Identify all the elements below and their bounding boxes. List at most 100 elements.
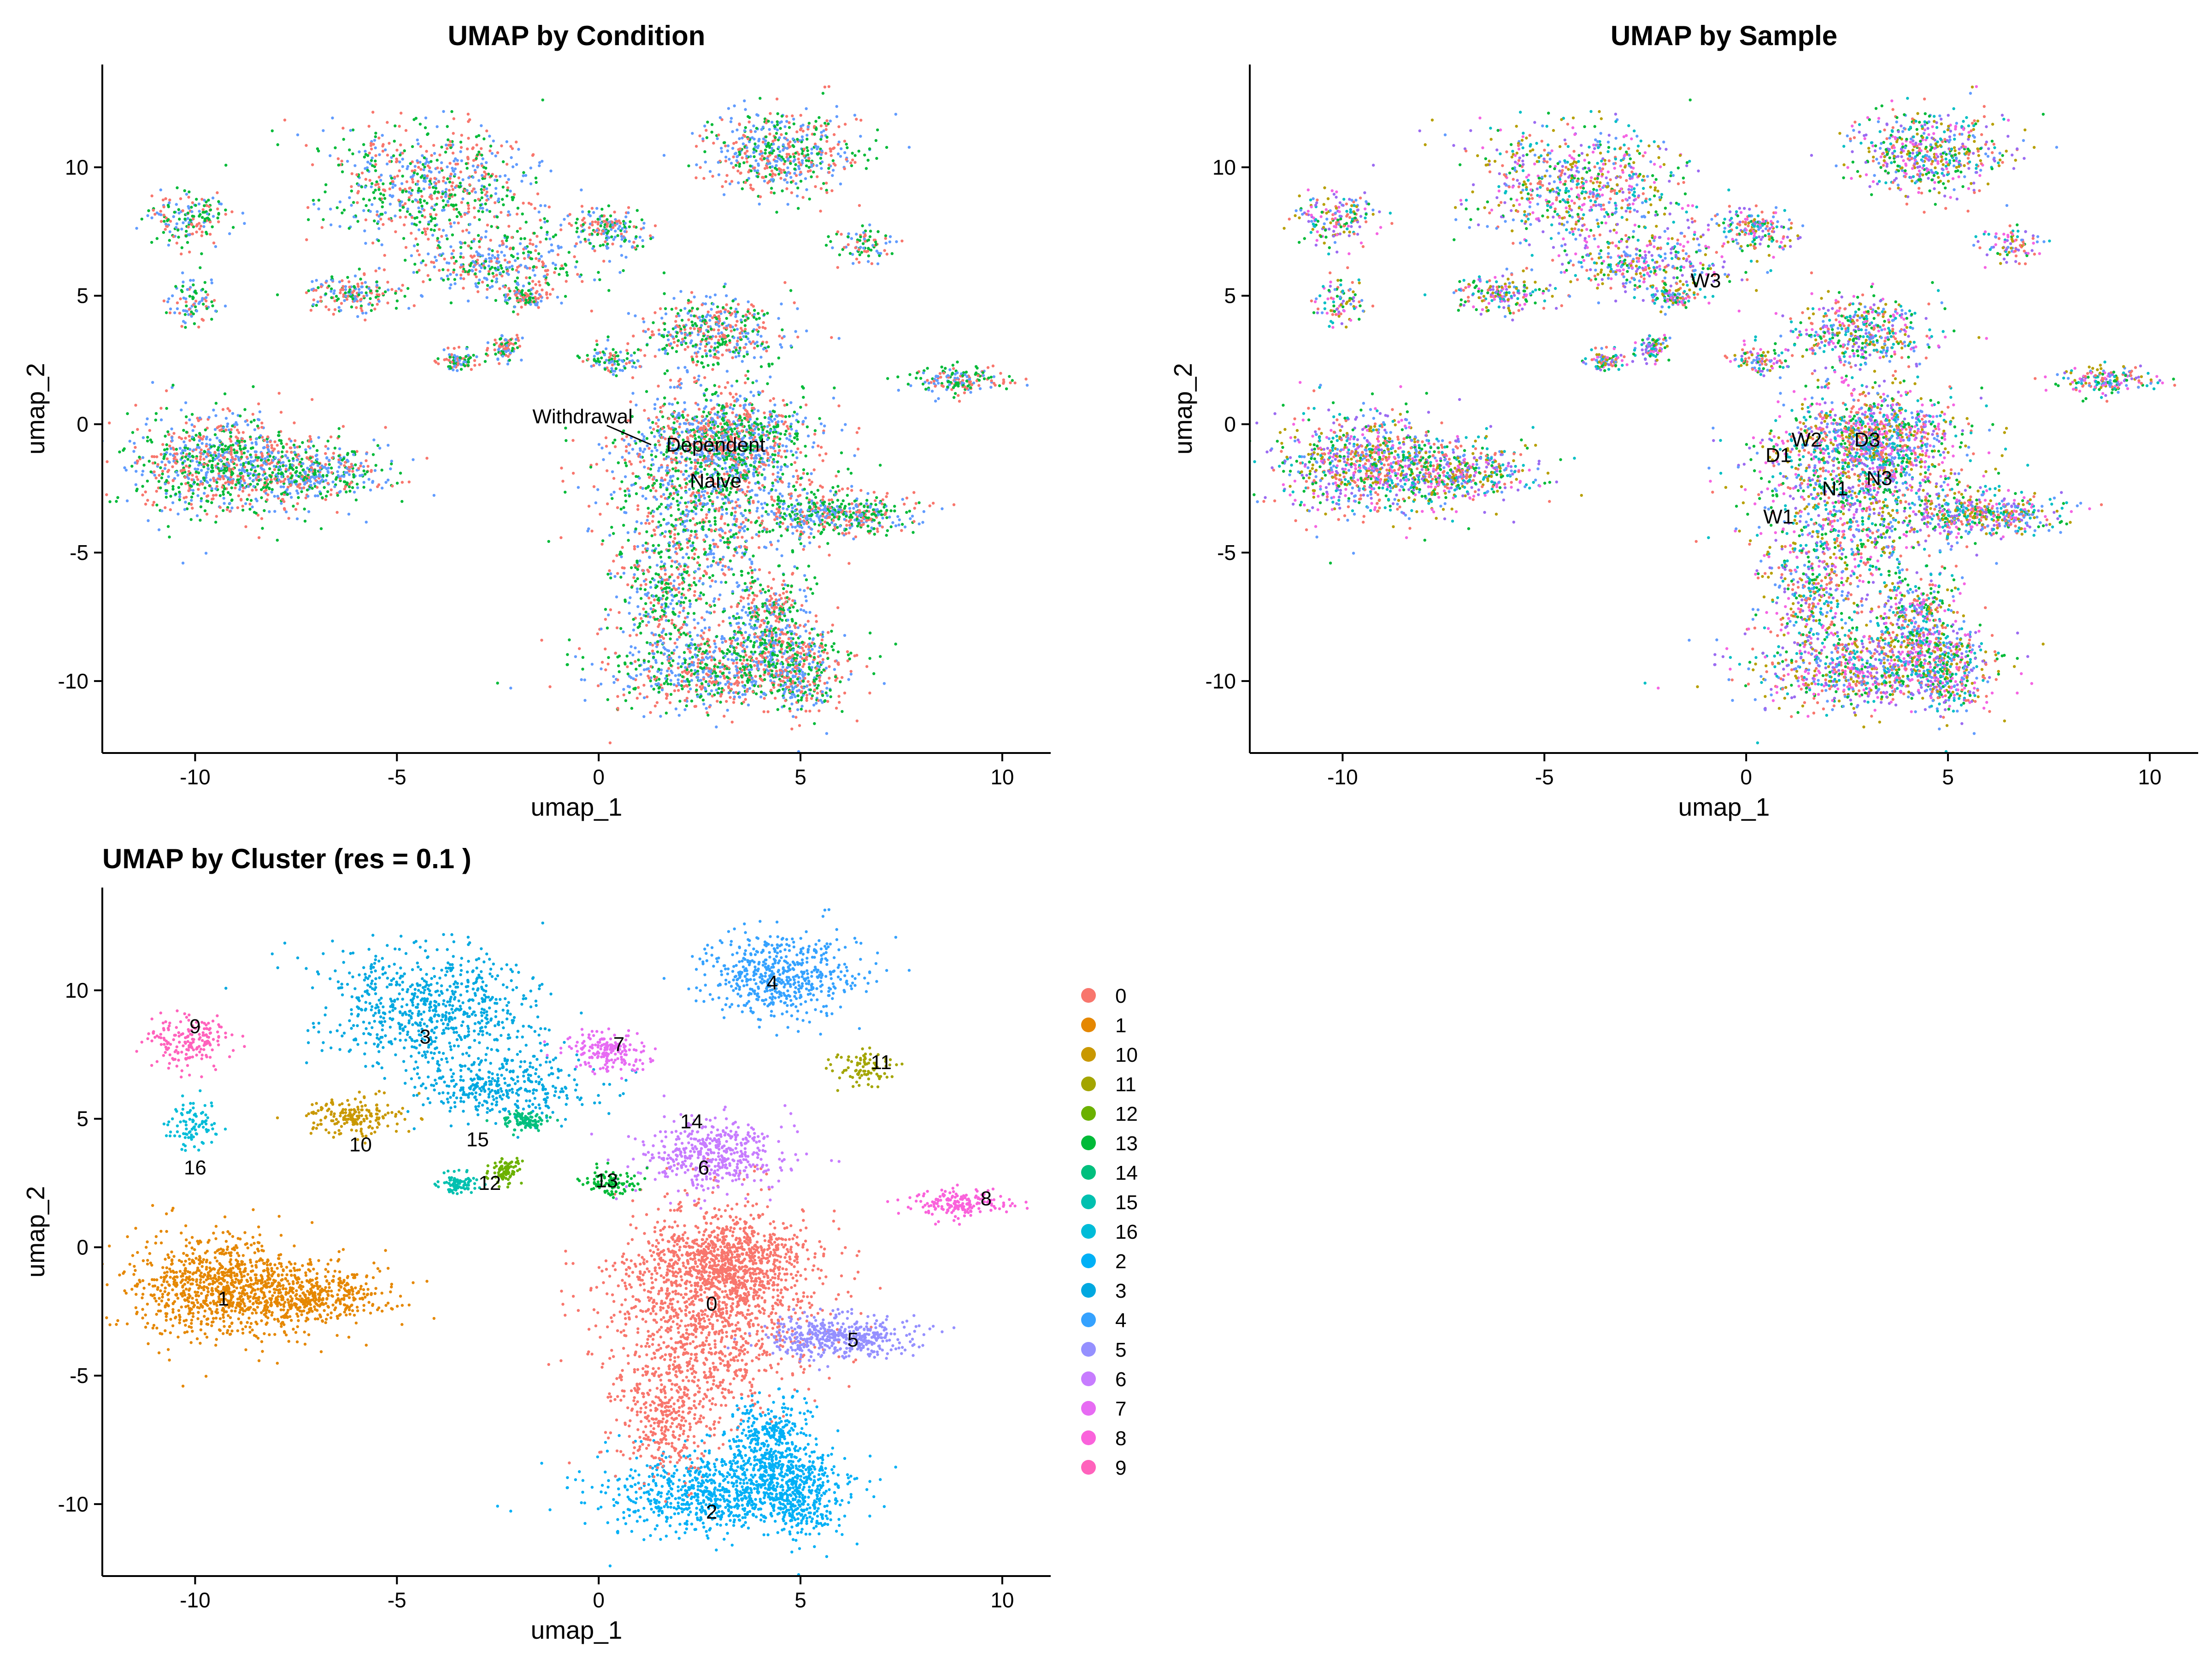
scatter-point: [539, 204, 542, 207]
scatter-point: [735, 665, 738, 668]
scatter-point: [743, 417, 747, 420]
scatter-point: [146, 435, 149, 439]
scatter-point: [722, 502, 725, 505]
scatter-point: [488, 210, 492, 213]
scatter-point: [271, 459, 275, 462]
scatter-point: [270, 490, 273, 494]
scatter-point: [457, 221, 460, 225]
scatter-point: [802, 396, 805, 399]
scatter-point: [742, 406, 746, 410]
scatter-point: [727, 498, 730, 501]
scatter-point: [712, 559, 715, 563]
scatter-point: [230, 506, 234, 510]
scatter-point: [243, 470, 247, 473]
scatter-point: [291, 457, 295, 460]
scatter-point: [730, 688, 733, 691]
scatter-point: [700, 447, 704, 450]
scatter-point: [780, 455, 783, 459]
scatter-point: [791, 532, 794, 535]
scatter-point: [151, 461, 155, 465]
scatter-point: [690, 638, 694, 641]
scatter-point: [702, 494, 706, 497]
scatter-point: [718, 404, 721, 407]
scatter-point: [738, 415, 741, 418]
scatter-point: [746, 476, 749, 480]
scatter-point: [719, 675, 722, 678]
scatter-point: [350, 465, 353, 468]
scatter-point: [747, 571, 750, 575]
scatter-point: [753, 459, 757, 463]
scatter-point: [325, 456, 329, 459]
scatter-point: [764, 656, 768, 659]
scatter-point: [844, 423, 847, 426]
scatter-point: [750, 650, 753, 654]
scatter-point: [752, 406, 755, 410]
scatter-point: [759, 695, 763, 699]
scatter-point: [257, 479, 261, 482]
scatter-point: [159, 466, 162, 470]
scatter-point: [297, 453, 300, 456]
scatter-point: [444, 150, 447, 154]
scatter-point: [343, 464, 346, 467]
scatter-point: [730, 512, 734, 515]
scatter-point: [784, 420, 787, 424]
scatter-point: [698, 647, 702, 650]
scatter-point: [280, 475, 283, 478]
scatter-point: [702, 538, 706, 541]
scatter-point: [606, 698, 610, 701]
scatter-point: [750, 456, 753, 460]
scatter-point: [723, 714, 726, 718]
scatter-point: [258, 472, 261, 476]
scatter-point: [741, 609, 744, 612]
scatter-point: [324, 494, 328, 498]
scatter-point: [207, 416, 211, 419]
scatter-point: [346, 481, 349, 485]
scatter-point: [414, 237, 418, 241]
scatter-point: [388, 202, 392, 206]
scatter-point: [617, 461, 620, 465]
scatter-point: [718, 558, 722, 561]
scatter-point: [605, 445, 608, 448]
scatter-point: [700, 450, 703, 453]
scatter-point: [484, 202, 487, 206]
scatter-point: [690, 700, 694, 703]
scatter-point: [677, 673, 681, 677]
scatter-point: [653, 675, 656, 678]
scatter-point: [709, 524, 712, 527]
scatter-point: [712, 487, 716, 490]
scatter-point: [319, 527, 323, 530]
scatter-point: [647, 674, 650, 678]
scatter-point: [663, 402, 666, 406]
scatter-point: [622, 688, 625, 691]
scatter-point: [297, 475, 300, 478]
scatter-point: [670, 651, 674, 655]
scatter-point: [337, 435, 341, 438]
scatter-point: [231, 424, 234, 428]
scatter-point: [740, 523, 743, 526]
scatter-point: [260, 426, 264, 429]
scatter-point: [206, 464, 210, 467]
scatter-point: [653, 704, 657, 708]
scatter-point: [214, 414, 218, 418]
scatter-point: [658, 505, 661, 508]
scatter-point: [165, 443, 168, 447]
scatter-point: [793, 411, 796, 414]
scatter-point: [380, 468, 383, 472]
scatter-point: [790, 428, 793, 431]
scatter-point: [211, 464, 214, 467]
scatter-point: [299, 471, 302, 475]
scatter-point: [756, 635, 759, 639]
scatter-point: [477, 209, 480, 213]
scatter-point: [723, 429, 726, 432]
scatter-point: [206, 500, 210, 503]
scatter-point: [817, 650, 821, 653]
scatter-point: [331, 116, 334, 120]
scatter-point: [715, 463, 718, 466]
scatter-point: [590, 529, 594, 533]
scatter-point: [268, 467, 271, 471]
scatter-point: [685, 505, 688, 508]
scatter-point: [740, 574, 743, 577]
scatter-point: [581, 667, 584, 671]
scatter-point: [747, 602, 750, 606]
